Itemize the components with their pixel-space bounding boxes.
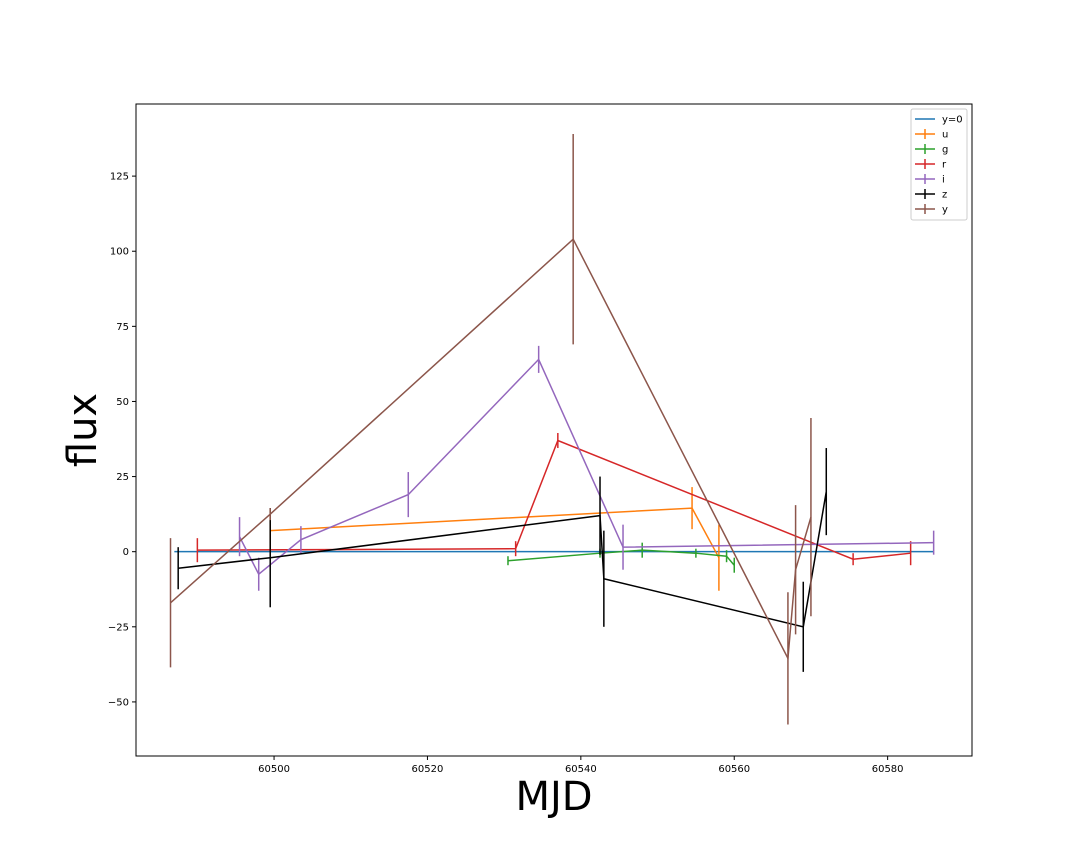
y-tick-label: 25 bbox=[116, 472, 129, 483]
y-tick-label: 50 bbox=[116, 397, 129, 408]
x-tick-label: 60500 bbox=[258, 764, 290, 775]
legend-label-u: u bbox=[942, 130, 948, 141]
series-layer bbox=[169, 134, 935, 725]
y-tick-label: 100 bbox=[110, 247, 129, 258]
legend-label-g: g bbox=[942, 145, 948, 156]
plot-frame bbox=[135, 103, 973, 757]
x-tick-label: 60560 bbox=[718, 764, 750, 775]
legend-label-i: i bbox=[942, 175, 945, 186]
y-tick-label: 0 bbox=[123, 547, 129, 558]
x-axis-title: MJD bbox=[515, 774, 592, 820]
legend-label-y: y bbox=[942, 205, 948, 216]
series-y-line bbox=[170, 237, 812, 662]
legend-label-z: z bbox=[942, 190, 947, 201]
y-tick-label: 125 bbox=[110, 172, 129, 183]
series-z-line bbox=[178, 491, 828, 628]
legend-label-y=0: y=0 bbox=[942, 115, 963, 126]
y-tick-label: −25 bbox=[108, 622, 129, 633]
series-z bbox=[177, 448, 828, 672]
x-tick-label: 60520 bbox=[412, 764, 444, 775]
x-tick-label: 60540 bbox=[565, 764, 597, 775]
series-r bbox=[196, 433, 912, 566]
legend-label-r: r bbox=[942, 160, 947, 171]
series-y bbox=[169, 134, 812, 725]
axes-layer: 60500 60520 60540 60560 60580 −50 −25 0 25 50 75 10… bbox=[108, 172, 904, 775]
y-tick-label: 75 bbox=[116, 322, 129, 333]
series-g-line bbox=[507, 549, 735, 566]
y-tick-label: −50 bbox=[108, 697, 129, 708]
plot-area bbox=[136, 104, 972, 756]
x-tick-label: 60580 bbox=[872, 764, 904, 775]
series-i bbox=[238, 345, 935, 591]
y-axis-title: flux bbox=[60, 393, 106, 467]
series-g bbox=[507, 542, 735, 573]
